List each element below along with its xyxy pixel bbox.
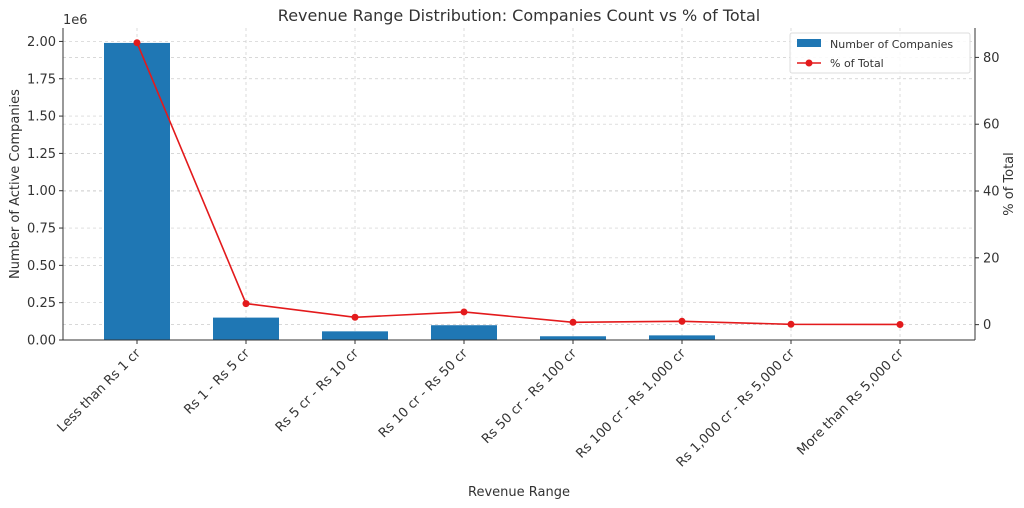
percent-point-2	[351, 313, 359, 321]
percent-point-7	[896, 320, 904, 328]
y-right-tick-label: 80	[983, 51, 1000, 66]
legend-bar-swatch	[797, 39, 821, 47]
percent-point-6	[787, 320, 795, 328]
percent-point-3	[460, 308, 468, 316]
y-tick-label: 0.50	[27, 259, 56, 274]
legend: Number of Companies % of Total	[789, 32, 971, 74]
y-right-tick-label: 0	[983, 318, 991, 333]
y-tick-label: 2.00	[27, 35, 56, 50]
y-tick-label: 0.25	[27, 296, 56, 311]
y-tick-label: 1.00	[27, 184, 56, 199]
chart-title: Revenue Range Distribution: Companies Co…	[278, 6, 760, 25]
y-tick-label: 1.25	[27, 147, 56, 162]
percent-point-5	[678, 317, 686, 325]
legend-label-companies: Number of Companies	[830, 38, 953, 51]
y-right-tick-label: 40	[983, 185, 1000, 200]
bar-4	[540, 336, 606, 340]
percent-point-0	[133, 39, 141, 47]
x-tick-label: More than Rs 5,000 cr	[795, 346, 908, 459]
bar-1	[213, 317, 279, 340]
y-tick-label: 1.75	[27, 72, 56, 87]
x-tick-label: Rs 1 - Rs 5 cr	[181, 346, 253, 418]
legend-line-marker	[805, 59, 813, 67]
x-tick-label: Less than Rs 1 cr	[55, 346, 145, 436]
y-offset-label: 1e6	[63, 13, 88, 28]
bar-0	[104, 42, 170, 341]
bar-5	[649, 335, 715, 340]
percent-line	[136, 42, 901, 326]
percent-point-1	[242, 300, 250, 308]
x-tick-label: Rs 1,000 cr - Rs 5,000 cr	[674, 346, 799, 471]
y-right-tick-label: 60	[983, 118, 1000, 133]
x-axis-label: Revenue Range	[468, 485, 570, 500]
x-tick-label: Rs 10 cr - Rs 50 cr	[376, 346, 471, 441]
bar-2	[322, 331, 388, 340]
y-tick-label: 1.50	[27, 110, 56, 125]
x-tick-label: Rs 100 cr - Rs 1,000 cr	[573, 346, 689, 462]
y-tick-label: 0.00	[27, 334, 56, 349]
y-right-tick-label: 20	[983, 251, 1000, 266]
y-axis-label: Number of Active Companies	[8, 89, 23, 279]
x-tick-label: Rs 50 cr - Rs 100 cr	[479, 346, 580, 447]
bar-3	[431, 325, 497, 340]
percent-point-4	[569, 318, 577, 326]
legend-label-percent: % of Total	[830, 57, 884, 70]
y-axis-label-right: % of Total	[1002, 152, 1017, 216]
y-tick-label: 0.75	[27, 222, 56, 237]
x-tick-label: Rs 5 cr - Rs 10 cr	[273, 346, 362, 435]
